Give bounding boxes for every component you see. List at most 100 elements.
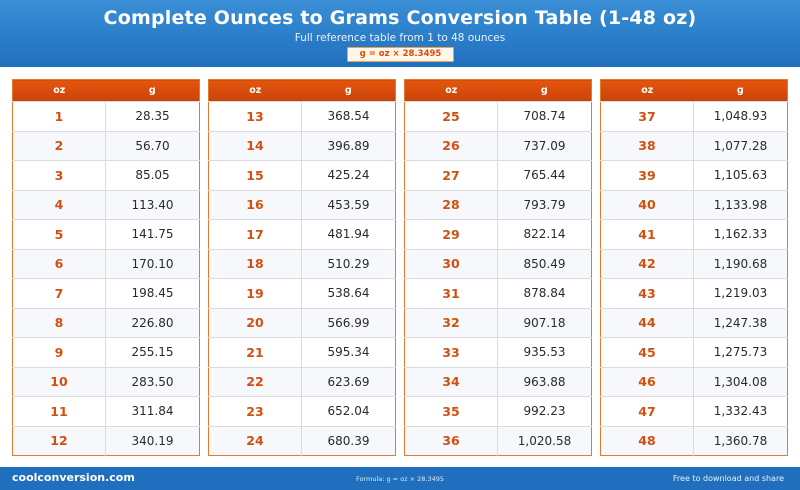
grams-value: 1,275.73 [693,337,788,367]
grams-value: 170.10 [105,248,200,279]
table-row: 17 481.94 [208,219,396,249]
oz-value: 41 [600,219,694,249]
oz-value: 17 [208,219,302,249]
oz-value: 14 [208,130,302,161]
table-row: 18 510.29 [208,248,396,279]
table-row: 9 255.15 [12,337,200,367]
oz-value: 25 [404,101,498,131]
table-row: 34 963.88 [404,366,592,397]
grams-value: 566.99 [301,307,396,338]
oz-value: 22 [208,366,302,397]
site-name: coolconversion.com [12,471,135,484]
grams-value: 1,190.68 [693,248,788,279]
grams-value: 822.14 [497,219,592,249]
table-row: 27 765.44 [404,160,592,190]
grams-value: 1,105.63 [693,160,788,190]
oz-column-header: oz [404,79,498,102]
grams-value: 1,219.03 [693,278,788,308]
grams-value: 1,332.43 [693,396,788,426]
oz-column-header: oz [208,79,302,102]
table-row: 36 1,020.58 [404,425,592,456]
oz-value: 31 [404,278,498,308]
oz-value: 9 [12,337,106,367]
conversion-table-4: oz g 37 1,048.93 38 1,077.28 39 1,105.63 40 1,133… [600,79,788,456]
oz-value: 34 [404,366,498,397]
table-row: 41 1,162.33 [600,219,788,249]
oz-column-header: oz [600,79,694,102]
oz-value: 45 [600,337,694,367]
conversion-table-3: oz g 25 708.74 26 737.09 27 765.44 28 793.79 29 822… [404,79,592,456]
table-row: 29 822.14 [404,219,592,249]
oz-value: 3 [12,160,106,190]
oz-value: 19 [208,278,302,308]
grams-value: 793.79 [497,189,592,220]
table-row: 4 113.40 [12,189,200,220]
oz-value: 5 [12,219,106,249]
oz-value: 23 [208,396,302,426]
table-row: 6 170.10 [12,248,200,279]
grams-value: 113.40 [105,189,200,220]
table-row: 22 623.69 [208,366,396,397]
grams-value: 425.24 [301,160,396,190]
grams-value: 850.49 [497,248,592,279]
oz-value: 20 [208,307,302,338]
table-header-row: oz g [600,79,788,102]
oz-value: 44 [600,307,694,338]
table-row: 16 453.59 [208,189,396,220]
grams-value: 907.18 [497,307,592,338]
table-row: 33 935.53 [404,337,592,367]
grams-value: 283.50 [105,366,200,397]
grams-value: 595.34 [301,337,396,367]
conversion-tables: oz g 1 28.35 2 56.70 3 85.05 4 113.40 5 141.75 6 170.… [12,79,788,456]
grams-value: 255.15 [105,337,200,367]
oz-value: 13 [208,101,302,131]
table-row: 31 878.84 [404,278,592,308]
oz-value: 46 [600,366,694,397]
oz-value: 37 [600,101,694,131]
table-row: 46 1,304.08 [600,366,788,397]
table-row: 14 396.89 [208,130,396,161]
oz-value: 47 [600,396,694,426]
grams-value: 1,304.08 [693,366,788,397]
table-row: 20 566.99 [208,307,396,338]
oz-value: 30 [404,248,498,279]
oz-value: 4 [12,189,106,220]
oz-value: 1 [12,101,106,131]
conversion-table-1: oz g 1 28.35 2 56.70 3 85.05 4 113.40 5 141.75 6 170.… [12,79,200,456]
oz-column-header: oz [12,79,106,102]
grams-value: 1,020.58 [497,425,592,456]
table-row: 40 1,133.98 [600,189,788,220]
grams-value: 992.23 [497,396,592,426]
oz-value: 40 [600,189,694,220]
formula-badge: g = oz × 28.3495 [347,47,454,62]
grams-value: 1,077.28 [693,130,788,161]
oz-value: 32 [404,307,498,338]
grams-value: 737.09 [497,130,592,161]
oz-value: 38 [600,130,694,161]
table-row: 12 340.19 [12,425,200,456]
table-row: 5 141.75 [12,219,200,249]
oz-value: 2 [12,130,106,161]
table-row: 28 793.79 [404,189,592,220]
grams-value: 1,048.93 [693,101,788,131]
grams-value: 623.69 [301,366,396,397]
table-row: 24 680.39 [208,425,396,456]
table-row: 11 311.84 [12,396,200,426]
grams-value: 935.53 [497,337,592,367]
oz-value: 15 [208,160,302,190]
table-row: 47 1,332.43 [600,396,788,426]
grams-value: 963.88 [497,366,592,397]
grams-value: 1,162.33 [693,219,788,249]
table-row: 37 1,048.93 [600,101,788,131]
table-row: 2 56.70 [12,130,200,161]
table-row: 26 737.09 [404,130,592,161]
grams-value: 652.04 [301,396,396,426]
table-row: 32 907.18 [404,307,592,338]
table-header-row: oz g [404,79,592,102]
grams-value: 708.74 [497,101,592,131]
oz-value: 35 [404,396,498,426]
g-column-header: g [497,79,592,102]
table-row: 25 708.74 [404,101,592,131]
table-row: 45 1,275.73 [600,337,788,367]
table-row: 7 198.45 [12,278,200,308]
